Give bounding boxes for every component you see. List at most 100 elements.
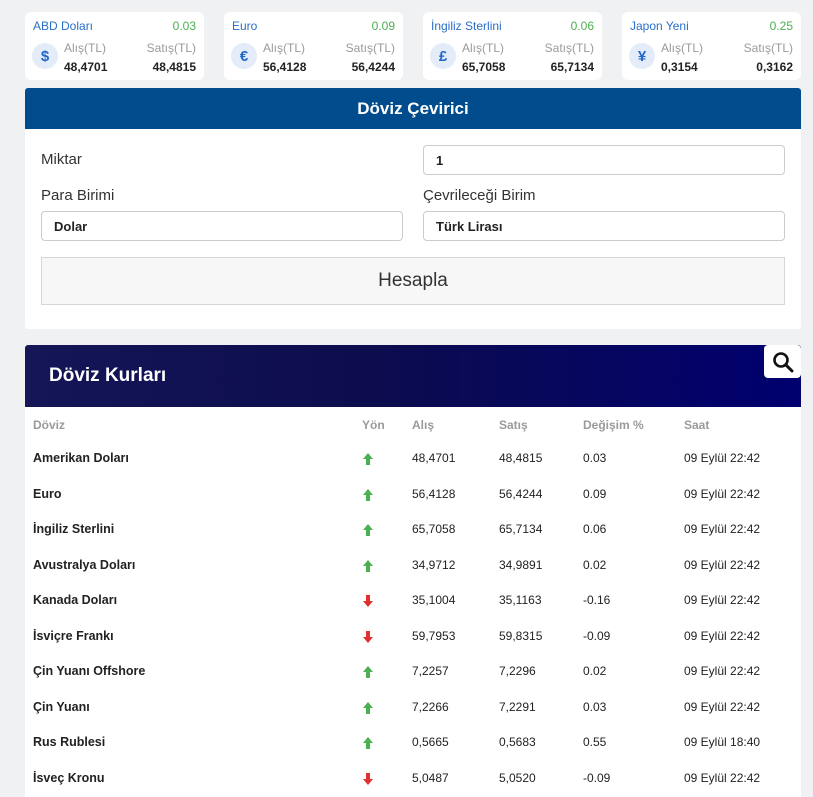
buy-value: 48,4701 (64, 60, 108, 74)
buy-value: 59,7953 (412, 628, 456, 643)
change-value: 0.55 (583, 735, 607, 749)
amount-input[interactable]: 1 (423, 145, 785, 175)
buy-label: Alış(TL) (263, 41, 305, 55)
table-row[interactable]: Avustralya Doları 34,9712 34,9891 0.02 09 Ey… (25, 549, 801, 584)
sell-value: 48,4815 (152, 60, 196, 74)
converter-title: Döviz Çevirici (25, 88, 801, 129)
currency-card-gbp[interactable]: İngiliz Sterlini 0.06 £ Alış(TL) Satış(T… (423, 12, 602, 80)
buy-label: Alış(TL) (462, 41, 504, 55)
search-button[interactable] (764, 345, 801, 378)
card-change: 0.03 (172, 19, 196, 33)
buy-value: 7,2257 (412, 664, 449, 678)
time-value: 09 Eylül 22:42 (684, 451, 761, 465)
time-value: 09 Eylül 22:42 (684, 522, 761, 536)
sell-value: 65,7134 (499, 522, 543, 536)
currency-name: Amerikan Doları (33, 451, 129, 465)
card-change: 0.09 (371, 19, 395, 33)
buy-value: 7,2266 (412, 699, 449, 714)
card-change: 0.06 (570, 19, 594, 33)
change-value: -0.16 (583, 593, 611, 607)
yen-icon: ¥ (629, 43, 655, 69)
currency-card-jpy[interactable]: Japon Yeni 0.25 ¥ Alış(TL) Satış(TL) 0,3… (622, 12, 801, 80)
column-header-change[interactable]: Değişim % (583, 418, 644, 432)
currency-card-eur[interactable]: Euro 0.09 € Alış(TL) Satış(TL) 56,4128 5… (224, 12, 403, 80)
time-value: 09 Eylül 22:42 (684, 486, 761, 501)
sell-value: 34,9891 (499, 557, 543, 572)
exchange-rates-panel: Döviz Kurları Döviz Yön Alış Satış Değiş… (25, 345, 801, 797)
column-header-sell[interactable]: Satış (499, 418, 528, 432)
sell-label: Satış(TL) (544, 41, 594, 55)
change-value: 0.03 (583, 699, 607, 714)
buy-value: 0,3154 (661, 60, 698, 74)
currency-name: Avustralya Doları (33, 557, 136, 572)
sell-value: 56,4244 (499, 486, 543, 501)
amount-label: Miktar (41, 151, 82, 168)
currency-name: Çin Yuanı Offshore (33, 664, 146, 678)
arrow-up-icon (363, 701, 373, 714)
arrow-up-icon (363, 559, 373, 572)
sell-value: 5,0520 (499, 770, 536, 785)
change-value: 0.02 (583, 557, 607, 572)
arrow-up-icon (363, 453, 373, 465)
from-currency-select[interactable]: Dolar (41, 211, 403, 241)
table-row[interactable]: İsveç Kronu 5,0487 5,0520 -0.09 09 Eylül 22:… (25, 762, 801, 797)
buy-value: 5,0487 (412, 770, 449, 785)
table-row[interactable]: İngiliz Sterlini 65,7058 65,7134 0.06 09 Eyl… (25, 513, 801, 548)
column-header-time[interactable]: Saat (684, 418, 710, 432)
buy-value: 56,4128 (263, 60, 307, 74)
pound-icon: £ (430, 43, 456, 69)
sell-value: 7,2291 (499, 699, 536, 714)
time-value: 09 Eylül 22:42 (684, 770, 761, 785)
sell-label: Satış(TL) (743, 41, 793, 55)
arrow-up-icon (363, 666, 373, 678)
table-row[interactable]: İsviçre Frankı 59,7953 59,8315 -0.09 09 Eylü… (25, 620, 801, 655)
currency-name: Çin Yuanı (33, 699, 90, 714)
change-value: 0.06 (583, 522, 607, 536)
time-value: 09 Eylül 22:42 (684, 628, 761, 643)
calculate-button[interactable]: Hesapla (41, 257, 785, 305)
dollar-icon: $ (32, 43, 58, 69)
change-value: 0.03 (583, 451, 607, 465)
time-value: 09 Eylül 22:42 (684, 664, 761, 678)
table-row[interactable]: Euro 56,4128 56,4244 0.09 09 Eylül 22:42 (25, 478, 801, 513)
currency-name: Rus Rublesi (33, 735, 106, 749)
sell-value: 0,5683 (499, 735, 536, 749)
column-header-buy[interactable]: Alış (412, 418, 435, 432)
time-value: 09 Eylül 22:42 (684, 557, 761, 572)
to-currency-label: Çevrileceği Birim (423, 187, 536, 204)
sell-value: 59,8315 (499, 628, 543, 643)
card-name: Euro (232, 19, 258, 33)
arrow-down-icon (363, 772, 373, 785)
table-row[interactable]: Amerikan Doları 48,4701 48,4815 0.03 09 Eylü… (25, 442, 801, 477)
currency-converter: Döviz Çevirici Miktar 1 Para Birimi Çevr… (25, 88, 801, 329)
arrow-down-icon (363, 630, 373, 643)
column-header-currency[interactable]: Döviz (33, 418, 66, 432)
time-value: 09 Eylül 22:42 (684, 699, 761, 714)
buy-value: 65,7058 (412, 522, 456, 536)
card-name: Japon Yeni (630, 19, 689, 33)
card-change: 0.25 (769, 19, 793, 33)
table-row[interactable]: Kanada Doları 35,1004 35,1163 -0.16 09 Eylül… (25, 584, 801, 619)
buy-label: Alış(TL) (661, 41, 703, 55)
currency-name: İngiliz Sterlini (33, 522, 115, 536)
search-icon (772, 351, 793, 372)
sell-value: 48,4815 (499, 451, 543, 465)
table-row[interactable]: Rus Rublesi 0,5665 0,5683 0.55 09 Eylül 18:4… (25, 726, 801, 761)
change-value: 0.02 (583, 664, 607, 678)
currency-name: İsviçre Frankı (33, 628, 114, 643)
to-currency-select[interactable]: Türk Lirası (423, 211, 785, 241)
change-value: -0.09 (583, 770, 611, 785)
currency-name: Euro (33, 486, 62, 501)
sell-value: 35,1163 (499, 593, 542, 607)
table-row[interactable]: Çin Yuanı 7,2266 7,2291 0.03 09 Eylül 22:42 (25, 691, 801, 726)
buy-value: 35,1004 (412, 593, 456, 607)
sell-label: Satış(TL) (146, 41, 196, 55)
change-value: 0.09 (583, 486, 607, 501)
table-row[interactable]: Çin Yuanı Offshore 7,2257 7,2296 0.02 09 Eyl… (25, 655, 801, 690)
from-currency-label: Para Birimi (41, 187, 115, 204)
column-header-direction[interactable]: Yön (362, 418, 385, 432)
currency-card-usd[interactable]: ABD Doları 0.03 $ Alış(TL) Satış(TL) 48,… (25, 12, 204, 80)
change-value: -0.09 (583, 628, 611, 643)
buy-value: 65,7058 (462, 60, 506, 74)
arrow-down-icon (363, 595, 373, 607)
